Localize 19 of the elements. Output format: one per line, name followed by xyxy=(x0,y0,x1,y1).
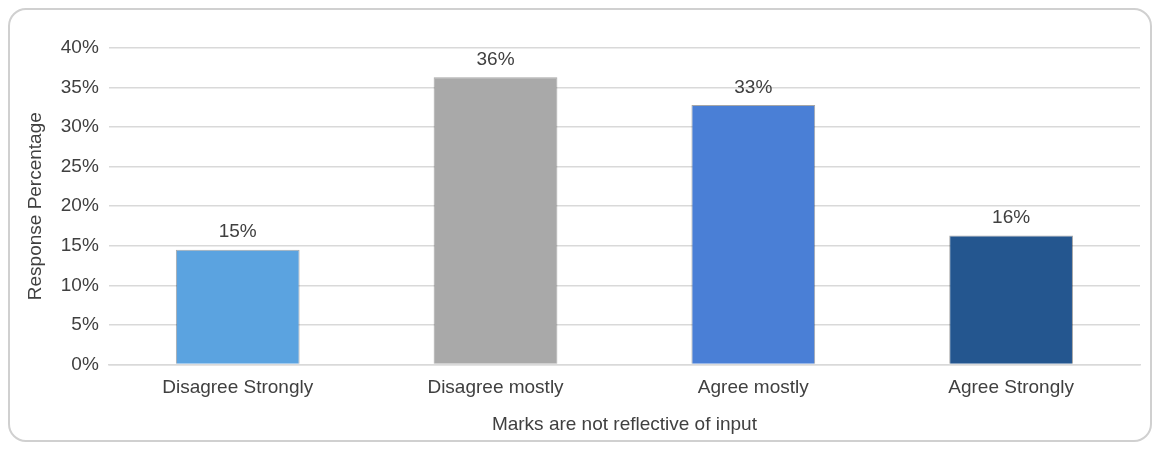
y-axis-title: Response Percentage xyxy=(23,112,45,301)
y-tick-label: 30% xyxy=(60,115,99,137)
x-axis-title: Marks are not reflective of input xyxy=(491,412,758,434)
y-tick-label: 20% xyxy=(60,194,99,216)
y-tick-label: 25% xyxy=(60,154,99,176)
x-tick-label: Agree mostly xyxy=(697,376,810,398)
data-label: 33% xyxy=(734,75,773,97)
y-tick-label: 35% xyxy=(60,75,99,97)
data-label: 16% xyxy=(992,206,1031,228)
y-tick-label: 5% xyxy=(71,313,99,335)
data-label: 15% xyxy=(218,220,257,242)
y-tick-label: 15% xyxy=(60,233,99,255)
x-tick-label: Agree Strongly xyxy=(948,376,1075,398)
y-tick-label: 40% xyxy=(60,36,99,58)
y-tick-label: 10% xyxy=(60,273,99,295)
y-tick-label: 0% xyxy=(71,352,99,374)
x-tick-label: Disagree Strongly xyxy=(162,376,314,398)
x-tick-label: Disagree mostly xyxy=(427,376,565,398)
data-label: 36% xyxy=(476,48,515,69)
